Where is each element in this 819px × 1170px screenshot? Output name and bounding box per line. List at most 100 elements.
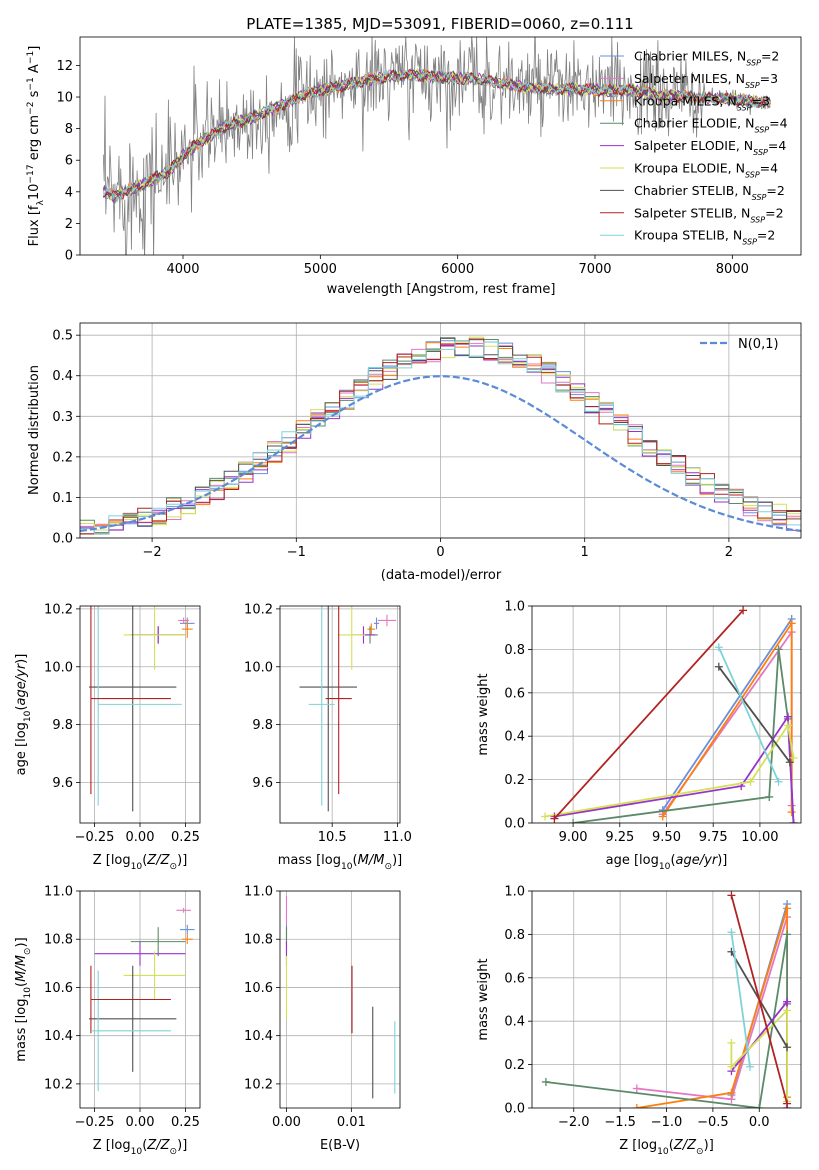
x-tick-label: −2 [143, 545, 162, 560]
weight-marker [658, 812, 667, 821]
weight-marker [789, 753, 798, 762]
y-tick-label: 0.5 [52, 329, 73, 344]
x-axis-label: Z [log10(Z/Z⊙)] [93, 1138, 188, 1157]
x-tick-label: −0.25 [75, 830, 115, 845]
weight-marker [787, 808, 796, 817]
x-axis-label: Z [log10(Z/Z⊙)] [93, 853, 188, 872]
x-tick-label: 0.00 [272, 1115, 301, 1130]
axes-frame [79, 36, 802, 256]
weight-line [553, 609, 744, 820]
x-axis-label: E(B-V) [320, 1138, 360, 1153]
plot-area [532, 606, 801, 823]
x-tick-label: 1 [581, 545, 589, 560]
weight-line [730, 1008, 788, 1102]
axes-frame [531, 890, 802, 1109]
weight-marker [785, 758, 794, 767]
legend-label: N(0,1) [738, 337, 779, 352]
model-spectrum-line [102, 69, 771, 202]
y-tick-label: 10.8 [244, 933, 273, 948]
y-tick-label: 2 [65, 217, 73, 232]
x-tick-label: −0.5 [697, 1115, 729, 1130]
x-tick-label: 8000 [716, 262, 749, 277]
weight-marker [783, 1043, 792, 1052]
y-tick-label: 0.6 [504, 686, 525, 701]
weight-marker [783, 1099, 792, 1108]
plot-area [280, 606, 400, 823]
axes-frame [79, 322, 802, 539]
axes-frame [79, 605, 201, 824]
weight-marker [632, 1104, 641, 1108]
y-axis-label: mass weight [476, 958, 491, 1040]
weight-marker [569, 819, 578, 823]
weight-marker [727, 928, 736, 937]
weight-line [717, 646, 780, 783]
x-tick-label: 11.0 [383, 830, 412, 845]
axes-frame [531, 605, 802, 824]
y-tick-label: 10.0 [244, 660, 273, 675]
x-tick-label: 4000 [166, 262, 199, 277]
y-axis-label: Flux [fλ10−17 erg cm−2 s−1 A−1] [26, 46, 46, 247]
x-tick-label: 9.50 [652, 830, 681, 845]
legend-label: Salpeter STELIB, NSSP=2 [634, 205, 784, 224]
weight-line [544, 723, 795, 818]
weight-line [718, 666, 791, 763]
weight-line [730, 895, 788, 1104]
axes-frame [79, 890, 201, 1109]
y-tick-label: 9.8 [52, 718, 73, 733]
legend-label: Chabrier STELIB, NSSP=2 [634, 183, 785, 202]
x-tick-label: 0.01 [337, 1115, 366, 1130]
weight-marker [774, 645, 783, 654]
y-tick-label: 0.0 [504, 1102, 525, 1117]
y-tick-label: 0.3 [52, 410, 73, 425]
y-tick-label: 10.2 [244, 602, 273, 617]
plot-area [102, 37, 772, 255]
weight-marker [783, 1006, 792, 1015]
x-axis-label: mass [log10(M/M⊙)] [278, 853, 402, 872]
y-tick-label: 9.6 [52, 776, 73, 791]
histogram-line [80, 338, 801, 535]
weight-marker [727, 1088, 736, 1097]
legend-label: Kroupa STELIB, NSSP=2 [634, 228, 775, 247]
y-tick-label: 0.8 [504, 928, 525, 943]
weight-marker [783, 904, 792, 913]
histogram-line [80, 340, 801, 535]
axes-frame [279, 890, 401, 1109]
axes-age-vs-Z: −0.25 0.00 0.25 9.6 9.8 10.0 10.2 Z [log10(Z/Z⊙… [14, 602, 201, 872]
weight-marker [727, 1062, 736, 1071]
weight-marker [541, 1077, 550, 1086]
plot-area [532, 891, 801, 1108]
axes-spectrum: 4000 5000 6000 7000 8000 0 2 4 6 8 10 12 wavelength … [26, 36, 802, 297]
weight-marker [783, 930, 792, 939]
plot-area [280, 891, 400, 1108]
x-tick-label: 6000 [441, 262, 474, 277]
figure-title: PLATE=1385, MJD=53091, FIBERID=0060, z=0… [246, 15, 633, 33]
legend-label: Salpeter ELODIE, NSSP=4 [634, 138, 786, 157]
plot-area [80, 891, 200, 1108]
weight-marker [714, 643, 723, 652]
y-tick-label: 9.8 [252, 718, 273, 733]
x-tick-label: 0.25 [171, 1115, 200, 1130]
weight-marker [727, 891, 736, 900]
axes-residuals: −2 −1 0 1 2 0.0 0.1 0.2 0.3 0.4 0.5 (data-model)/er… [27, 322, 802, 583]
y-tick-label: 10.0 [44, 660, 73, 675]
y-tick-label: 10.4 [44, 1029, 73, 1044]
weight-marker [739, 606, 748, 615]
x-tick-label: 9.25 [605, 830, 634, 845]
y-tick-label: 0.4 [52, 369, 73, 384]
legend-label: Salpeter MILES, NSSP=3 [634, 71, 778, 90]
weight-marker [765, 792, 774, 801]
y-tick-label: 10.2 [44, 602, 73, 617]
legend-label: Kroupa MILES, NSSP=3 [634, 93, 770, 112]
y-tick-label: 0.1 [52, 491, 73, 506]
y-tick-label: 4 [65, 185, 73, 200]
axes-frame [279, 605, 401, 824]
legend-label: Chabrier ELODIE, NSSP=4 [634, 116, 788, 135]
weight-marker [787, 619, 796, 628]
y-tick-label: 12 [56, 59, 73, 74]
x-tick-label: 0.25 [171, 830, 200, 845]
y-tick-label: 0.2 [52, 450, 73, 465]
normal-curve [80, 375, 801, 532]
y-tick-label: 10.4 [244, 1029, 273, 1044]
histogram-line [80, 337, 801, 535]
y-tick-label: 11.0 [44, 885, 73, 900]
